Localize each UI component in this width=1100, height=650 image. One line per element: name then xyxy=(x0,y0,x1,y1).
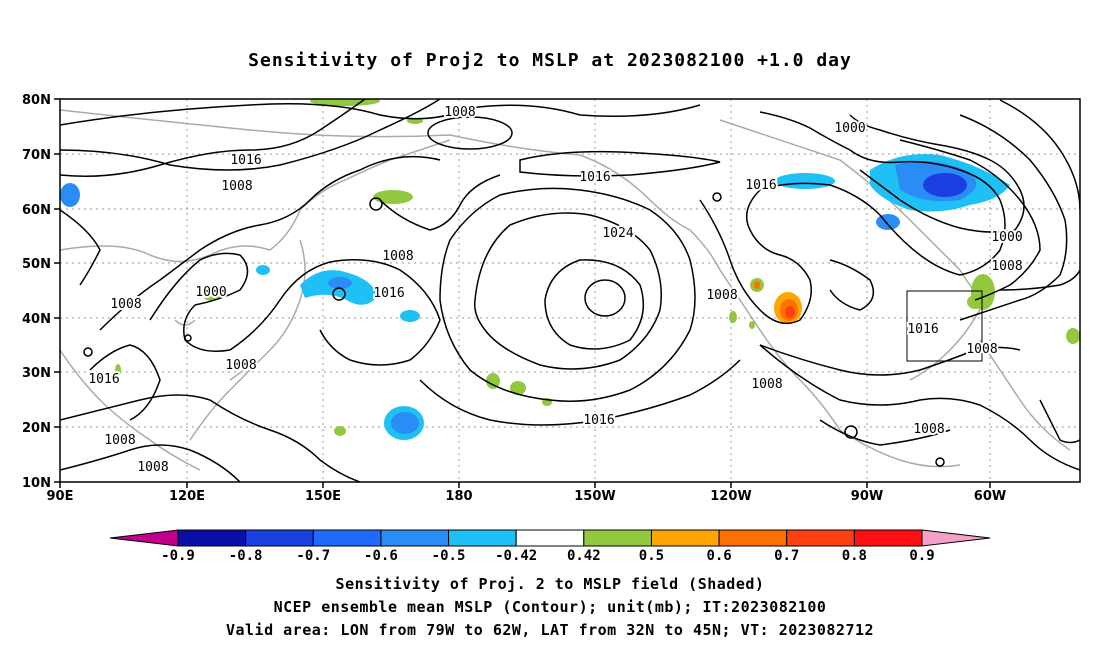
contour-label: 1000 xyxy=(834,121,865,136)
colorbar-swatch xyxy=(786,529,855,547)
colorbar-swatch xyxy=(515,529,585,547)
contour-label: 1008 xyxy=(110,297,141,312)
lat-label: 20N xyxy=(22,421,51,436)
colorbar-swatch xyxy=(380,529,450,547)
colorbar-swatch xyxy=(177,529,247,547)
contour-label: 1016 xyxy=(230,153,261,168)
lat-label: 40N xyxy=(22,312,51,327)
contour-label: 1000 xyxy=(195,285,226,300)
lat-label: 60N xyxy=(22,203,51,218)
lat-label: 80N xyxy=(22,93,51,108)
colorbar xyxy=(109,529,991,547)
contour-label: 1008 xyxy=(104,433,135,448)
contour-label: 1008 xyxy=(991,259,1022,274)
lon-label: 150E xyxy=(305,489,341,504)
map-title: Sensitivity of Proj2 to MSLP at 20230821… xyxy=(248,50,852,71)
colorbar-tick-label: 0.7 xyxy=(774,548,799,564)
sensitivity-shading xyxy=(60,99,1080,440)
plot-frame xyxy=(59,98,1081,483)
contour-label: 1016 xyxy=(88,372,119,387)
lon-label: 120W xyxy=(710,489,751,504)
contour-label: 1008 xyxy=(706,288,737,303)
lon-label: 120E xyxy=(169,489,205,504)
colorbar-tick-label: -0.8 xyxy=(229,548,263,564)
lon-label: 180 xyxy=(445,489,472,504)
footer-line-3: Valid area: LON from 79W to 62W, LAT fro… xyxy=(225,621,875,639)
lat-label: 10N xyxy=(22,476,51,491)
contour-label: 1016 xyxy=(745,178,776,193)
contour-label: 1008 xyxy=(444,105,475,120)
coastlines xyxy=(60,109,1071,471)
contour-label: 1024 xyxy=(602,226,633,241)
colorbar-tick-label: 0.6 xyxy=(706,548,731,564)
contour-label: 1008 xyxy=(137,460,168,475)
valid-area-box xyxy=(906,290,983,362)
contour-label: 1000 xyxy=(991,230,1022,245)
footer-line-2: NCEP ensemble mean MSLP (Contour); unit(… xyxy=(273,598,827,616)
contour-label: 1008 xyxy=(382,249,413,264)
lon-label: 150W xyxy=(574,489,615,504)
mslp-contours xyxy=(60,99,1080,482)
colorbar-tick-label: -0.7 xyxy=(296,548,330,564)
colorbar-tick-label: 0.42 xyxy=(567,548,601,564)
colorbar-tick-label: 0.8 xyxy=(842,548,867,564)
contour-label: 1016 xyxy=(373,286,404,301)
colorbar-swatch xyxy=(650,529,720,547)
contour-label: 1016 xyxy=(579,170,610,185)
colorbar-swatch xyxy=(853,529,923,547)
lat-label: 30N xyxy=(22,366,51,381)
colorbar-swatch xyxy=(583,529,652,547)
colorbar-tick-label: -0.9 xyxy=(161,548,195,564)
lon-label: 90E xyxy=(47,489,74,504)
colorbar-min-arrow xyxy=(109,529,179,547)
contour-label: 1008 xyxy=(751,377,782,392)
colorbar-swatch xyxy=(448,529,517,547)
colorbar-labels: -0.9 -0.8 -0.7 -0.6 -0.5 -0.42 0.42 0.5 0.6 0.7 0.… xyxy=(161,548,935,564)
colorbar-tick-label: 0.5 xyxy=(639,548,664,564)
colorbar-max-arrow xyxy=(921,529,991,547)
footer-line-1: Sensitivity of Proj. 2 to MSLP field (Sh… xyxy=(335,575,765,593)
colorbar-tick-label: 0.9 xyxy=(909,548,934,564)
contour-label: 1008 xyxy=(221,179,252,194)
lon-label: 90W xyxy=(851,489,883,504)
colorbar-tick-label: -0.42 xyxy=(495,548,537,564)
colorbar-swatch xyxy=(245,529,314,547)
colorbar-tick-label: -0.5 xyxy=(432,548,466,564)
lat-label: 70N xyxy=(22,148,51,163)
contour-label: 1016 xyxy=(907,322,938,337)
lon-label: 60W xyxy=(974,489,1006,504)
contour-label: 1008 xyxy=(966,342,997,357)
contour-label: 1008 xyxy=(225,358,256,373)
colorbar-tick-label: -0.6 xyxy=(364,548,398,564)
colorbar-swatch xyxy=(718,529,788,547)
colorbar-swatch xyxy=(312,529,382,547)
contour-label: 1008 xyxy=(913,422,944,437)
lat-label: 50N xyxy=(22,257,51,272)
contour-label: 1016 xyxy=(583,413,614,428)
